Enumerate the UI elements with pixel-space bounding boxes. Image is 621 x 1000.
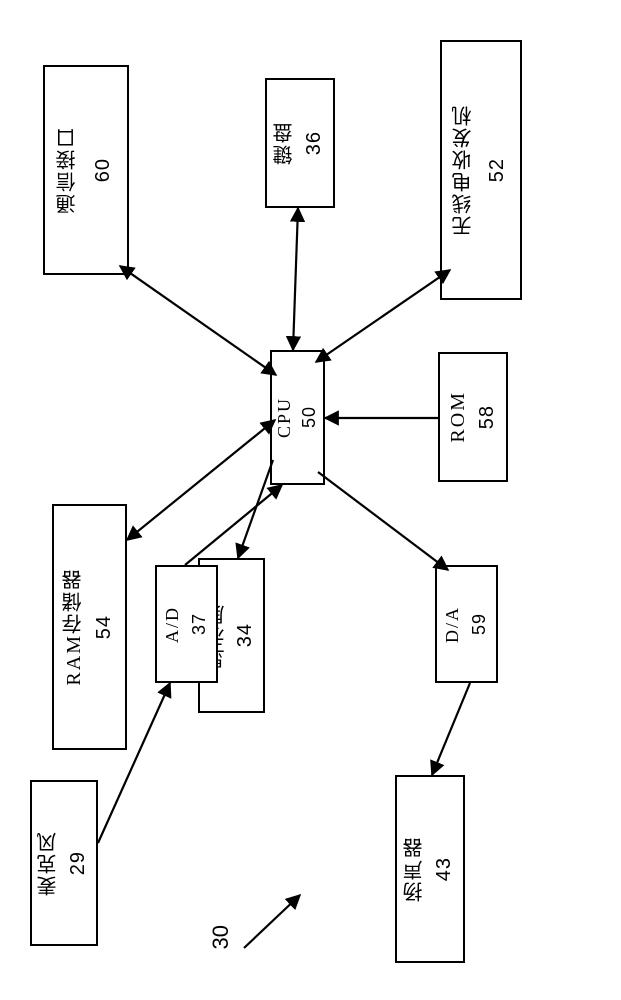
node-num: 50 bbox=[299, 406, 320, 428]
node-label: ROM bbox=[447, 391, 469, 443]
node-speaker: 扬声器 43 bbox=[395, 775, 465, 963]
node-num: 52 bbox=[486, 158, 509, 182]
edge-cpu-comm bbox=[120, 266, 276, 375]
node-num: 58 bbox=[476, 405, 499, 429]
edge-cpu-da bbox=[318, 472, 448, 570]
edge-cpu-radio bbox=[316, 270, 450, 362]
figure-ref-number: 30 bbox=[208, 925, 234, 949]
node-ad: A/D 37 bbox=[155, 565, 218, 683]
node-num: 36 bbox=[303, 131, 326, 155]
node-num: 37 bbox=[189, 613, 210, 635]
node-label: RAM存储器 bbox=[63, 568, 85, 686]
node-num: 54 bbox=[93, 615, 116, 639]
node-num: 29 bbox=[67, 851, 90, 875]
edge-ad-cpu bbox=[185, 485, 282, 565]
node-label: D/A bbox=[443, 606, 463, 643]
edge-cpu-display bbox=[238, 460, 273, 558]
figure-ref-arrow bbox=[244, 895, 300, 948]
node-radio: 无线电收发机 52 bbox=[440, 40, 522, 300]
node-rom: ROM 58 bbox=[438, 352, 508, 482]
node-label: 扬声器 bbox=[404, 836, 426, 902]
node-label: A/D bbox=[163, 606, 183, 643]
edge-cpu-keyboard bbox=[293, 208, 298, 350]
node-num: 34 bbox=[234, 623, 257, 647]
node-cpu: CPU 50 bbox=[270, 350, 325, 485]
edge-cpu-ram bbox=[127, 420, 275, 540]
node-comm: 通信接口 60 bbox=[43, 65, 129, 275]
node-label: 麦克风 bbox=[38, 830, 60, 896]
node-mic: 麦克风 29 bbox=[30, 780, 98, 946]
node-keyboard: 键盘 36 bbox=[265, 78, 335, 208]
block-diagram: RAM存储器 54 显示屏 34 通信接口 60 键盘 36 无线电收发机 52… bbox=[0, 0, 621, 1000]
edge-da-speaker bbox=[432, 683, 470, 775]
node-num: 43 bbox=[433, 857, 456, 881]
node-da: D/A 59 bbox=[435, 565, 498, 683]
node-label: 键盘 bbox=[274, 121, 296, 165]
node-label: 无线电收发机 bbox=[453, 104, 475, 236]
node-num: 59 bbox=[469, 613, 490, 635]
node-label: CPU bbox=[275, 397, 295, 438]
node-label: 通信接口 bbox=[57, 126, 79, 214]
node-ram: RAM存储器 54 bbox=[52, 504, 127, 750]
node-num: 60 bbox=[92, 158, 115, 182]
